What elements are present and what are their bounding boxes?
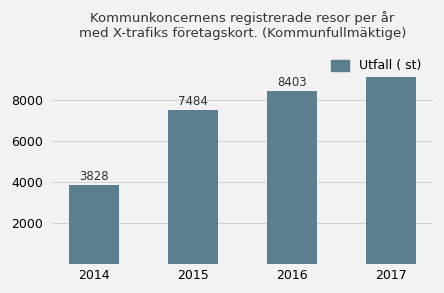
Text: 9224: 9224 [376,59,406,72]
Bar [366,74,416,264]
Text: 8403: 8403 [277,76,307,89]
Title: Kommunkoncernens registrerade resor per år
med X-trafiks företagskort. (Kommunfu: Kommunkoncernens registrerade resor per … [79,11,406,40]
Bar [168,110,218,264]
Bar [267,91,317,264]
Bar [69,185,119,264]
Text: 7484: 7484 [178,95,208,108]
Legend: Utfall ( st): Utfall ( st) [325,54,427,77]
Text: 3828: 3828 [79,170,109,183]
